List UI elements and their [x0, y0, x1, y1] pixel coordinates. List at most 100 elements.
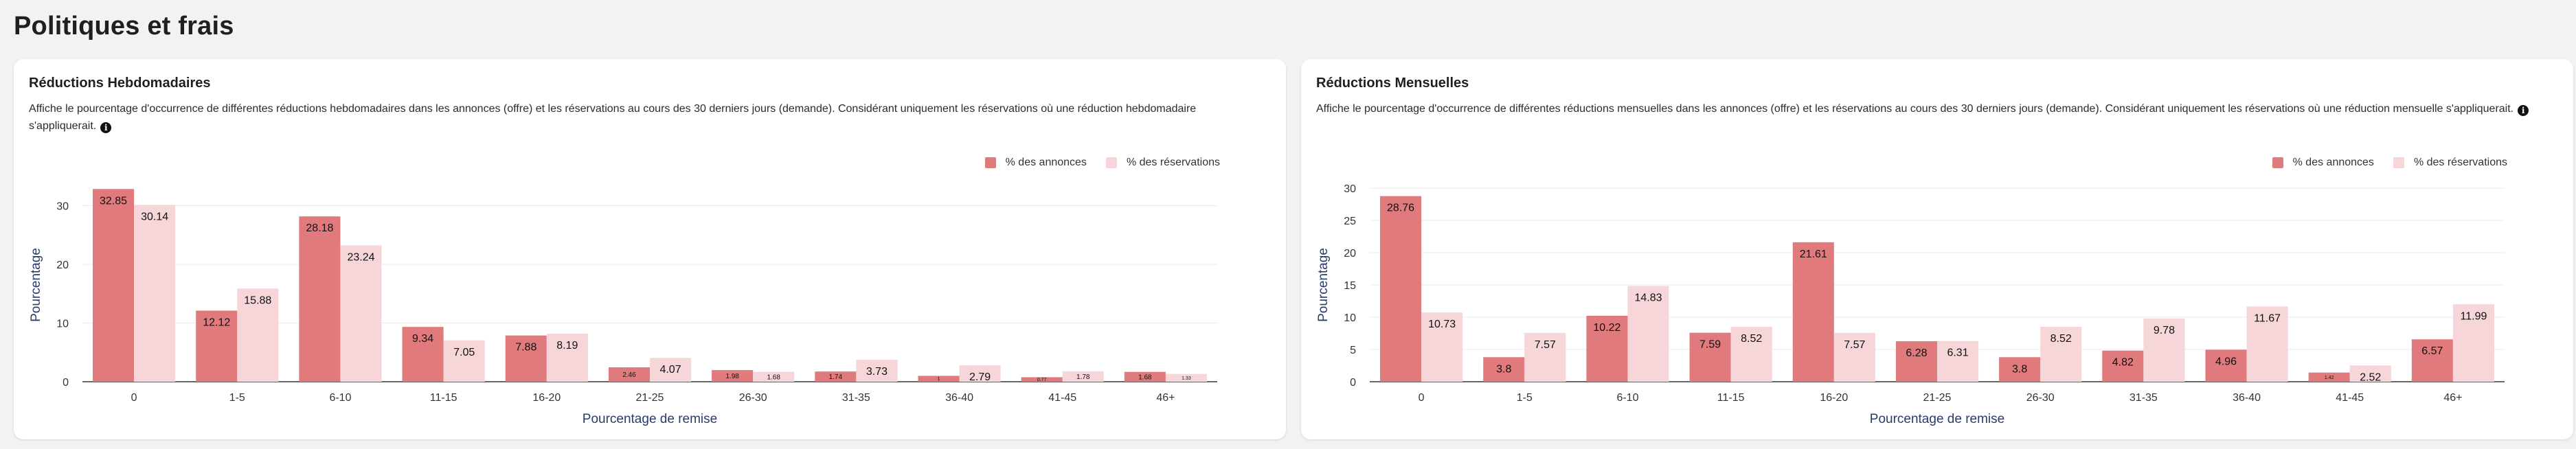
legend-item-listings[interactable]: % des annonces: [984, 157, 1087, 169]
data-label: 21.61: [1800, 249, 1827, 260]
y-tick-label: 15: [1344, 280, 1356, 292]
bar-bookings: [1421, 312, 1463, 382]
bar-bookings: [2040, 326, 2082, 382]
bar-listings: [712, 370, 754, 382]
bar-bookings: [1730, 326, 1772, 382]
bar-listings: [918, 376, 960, 382]
y-tick-label: 30: [1344, 183, 1356, 195]
legend-swatch-listings: [2272, 157, 2283, 168]
data-label: 14.83: [1634, 292, 1662, 304]
x-tick-label: 0: [131, 392, 137, 404]
y-axis-title: Pourcentage: [29, 248, 43, 322]
x-tick-label: 1-5: [229, 392, 245, 404]
bar-bookings: [237, 288, 279, 382]
data-label: 1: [938, 377, 940, 382]
legend-swatch-listings: [984, 157, 996, 168]
data-label: 12.12: [203, 316, 230, 328]
card-title: Réductions Hebdomadaires: [29, 76, 211, 91]
y-tick-label: 20: [1344, 248, 1356, 260]
data-label: 4.82: [2112, 357, 2134, 369]
data-label: 2.52: [2360, 371, 2381, 383]
x-tick-label: 6-10: [1616, 392, 1638, 404]
legend-item-bookings[interactable]: % des réservations: [2393, 157, 2507, 169]
bar-bookings: [2246, 306, 2288, 382]
bar-bookings: [443, 340, 485, 382]
x-tick-label: 31-35: [2129, 392, 2158, 404]
x-tick-label: 21-25: [1923, 392, 1952, 404]
bar-bookings: [2143, 319, 2185, 382]
data-label: 1.98: [725, 373, 739, 380]
weekly-discount-bar-chart: 0 10 20 30 32.85 30.14 0 12.12 15.88 1-5 28.18 23.2…: [29, 189, 1217, 426]
legend-label-listings: % des annonces: [2292, 157, 2374, 168]
data-label: 6.31: [1947, 347, 1968, 359]
bar-listings: [1124, 371, 1166, 382]
weekly-discounts-card: Réductions Hebdomadaires Affiche le pour…: [14, 59, 1286, 439]
bar-listings: [402, 327, 444, 382]
bar-listings: [1483, 357, 1525, 382]
info-icon[interactable]: i: [100, 122, 112, 133]
data-label: 1.78: [1076, 373, 1090, 381]
data-label: 7.59: [1699, 339, 1721, 351]
legend-item-listings[interactable]: % des annonces: [2272, 157, 2374, 169]
y-tick-label: 0: [1350, 377, 1356, 389]
monthly-discount-bar-chart: 0 5 10 15 20 25 30 28.76 10.73 0 3.8 7.57 1-5 10.22 14…: [1316, 183, 2505, 426]
bar-bookings: [134, 205, 176, 382]
x-tick-label: 26-30: [2026, 392, 2055, 404]
bar-bookings: [650, 358, 692, 382]
y-tick-label: 10: [1344, 312, 1356, 324]
data-label: 1.42: [2325, 376, 2334, 380]
data-label: 1.74: [829, 373, 843, 381]
bar-bookings: [1937, 341, 1979, 382]
x-tick-label: 46+: [1156, 392, 1175, 404]
x-tick-label: 36-40: [945, 392, 973, 404]
data-label: 10.73: [1428, 319, 1456, 330]
chart-legend: % des annonces % des réservations: [966, 157, 1220, 169]
x-axis-title: Pourcentage de remise: [1870, 412, 2004, 426]
data-label: 3.8: [1496, 363, 1511, 375]
bar-listings: [505, 335, 547, 382]
legend-label-bookings: % des réservations: [2413, 157, 2507, 168]
monthly-discounts-card: Réductions Mensuelles Affiche le pourcen…: [1301, 59, 2573, 439]
page-title: Politiques et frais: [14, 12, 234, 41]
x-tick-label: 11-15: [430, 392, 457, 404]
chart-legend: % des annonces % des réservations: [2253, 157, 2507, 169]
bar-bookings: [2452, 304, 2494, 382]
bar-listings: [2102, 350, 2144, 382]
data-label: 6.28: [1906, 347, 1927, 359]
data-label: 11.99: [2461, 310, 2487, 322]
data-label: 2.46: [622, 371, 636, 379]
data-label: 7.05: [453, 347, 475, 358]
data-label: 32.85: [100, 195, 127, 207]
x-tick-label: 0: [1419, 392, 1425, 404]
data-label: 7.57: [1844, 339, 1865, 351]
bar-listings: [1586, 315, 1628, 382]
bar-bookings: [1062, 371, 1104, 382]
x-tick-label: 6-10: [329, 392, 351, 404]
y-tick-label: 10: [56, 319, 69, 330]
data-label: 30.14: [141, 211, 168, 222]
data-label: 4.07: [659, 364, 681, 376]
data-label: 4.96: [2215, 356, 2237, 367]
bar-listings: [1999, 357, 2041, 382]
legend-label-listings: % des annonces: [1005, 157, 1087, 168]
bar-listings: [1689, 332, 1731, 382]
bar-bookings: [753, 371, 795, 382]
card-title: Réductions Mensuelles: [1316, 76, 1469, 91]
data-label: 10.22: [1593, 322, 1620, 334]
data-label: 23.24: [347, 251, 374, 263]
x-tick-label: 11-15: [1717, 392, 1745, 404]
data-label: 0.77: [1037, 378, 1047, 382]
info-icon[interactable]: i: [2518, 105, 2529, 116]
bar-listings: [196, 310, 238, 382]
card-description: Affiche le pourcentage d'occurrence de d…: [1316, 100, 2539, 117]
data-label: 8.52: [2050, 333, 2072, 345]
bar-bookings: [340, 245, 382, 382]
y-tick-label: 25: [1344, 216, 1356, 227]
x-tick-label: 41-45: [1048, 392, 1076, 404]
data-label: 8.19: [556, 340, 578, 352]
data-label: 9.78: [2154, 325, 2175, 336]
bar-listings: [2205, 349, 2247, 382]
bar-listings: [815, 371, 857, 382]
data-label: 7.88: [515, 342, 536, 354]
legend-item-bookings[interactable]: % des réservations: [1105, 157, 1220, 169]
